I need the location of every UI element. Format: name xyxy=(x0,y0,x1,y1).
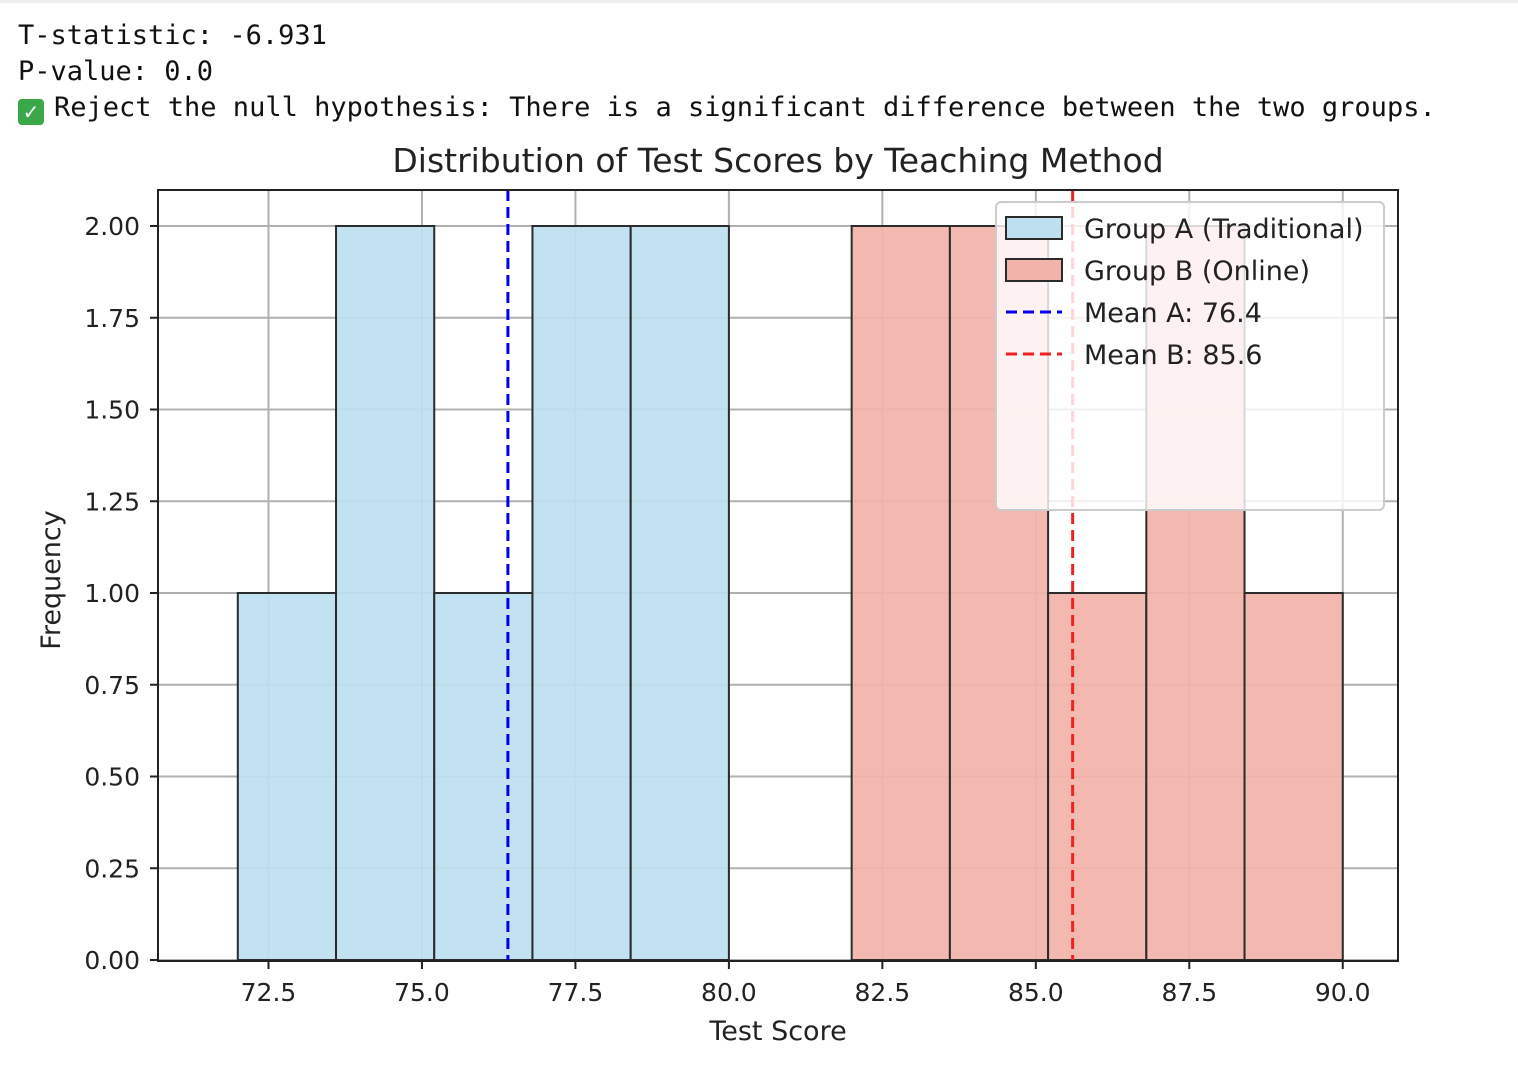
group-b-bar xyxy=(1047,592,1148,961)
chart-title: Distribution of Test Scores by Teaching … xyxy=(392,141,1163,180)
legend-label-group-a: Group A (Traditional) xyxy=(1084,214,1363,245)
check-mark-icon: ✓ xyxy=(18,99,44,125)
legend-box xyxy=(995,201,1385,511)
y-tick-label: 0.50 xyxy=(84,763,140,792)
group-b-bar xyxy=(1243,592,1344,961)
x-tick-label: 82.5 xyxy=(855,978,911,1007)
group-a-bar xyxy=(629,225,730,961)
group-a-bar xyxy=(236,592,338,961)
y-tick-label: 2.00 xyxy=(84,212,140,241)
y-tick-label: 0.75 xyxy=(84,671,140,700)
x-tick-label: 85.0 xyxy=(1008,978,1064,1007)
x-tick-label: 77.5 xyxy=(548,978,604,1007)
result-text: Reject the null hypothesis: There is a s… xyxy=(54,92,1436,123)
group-a-bar xyxy=(433,592,534,961)
x-tick-label: 90.0 xyxy=(1315,978,1371,1007)
p-value-line: P-value: 0.0 xyxy=(18,56,214,87)
y-tick-label: 1.50 xyxy=(84,396,140,425)
console-output: T-statistic: -6.931 P-value: 0.0 ✓ Reject t… xyxy=(18,18,1436,126)
histogram-chart: Distribution of Test Scores by Teaching … xyxy=(36,141,1399,1047)
group-a-bar xyxy=(335,225,436,961)
group-b-bar xyxy=(850,225,951,961)
legend-label-group-b: Group B (Online) xyxy=(1084,256,1310,287)
x-tick-label: 72.5 xyxy=(241,978,297,1007)
x-axis-label: Test Score xyxy=(708,1016,846,1047)
y-axis-label: Frequency xyxy=(36,510,67,650)
y-tick-label: 0.00 xyxy=(84,946,140,975)
plot-frame xyxy=(157,189,1399,962)
y-tick-label: 1.00 xyxy=(84,579,140,608)
top-border xyxy=(0,0,1518,3)
x-tick-label: 75.0 xyxy=(394,978,450,1007)
legend-swatch-group-b xyxy=(1005,258,1063,282)
legend-label-mean-a: Mean A: 76.4 xyxy=(1084,298,1262,329)
legend-swatch-group-a xyxy=(1005,216,1063,240)
legend: Group A (Traditional) Group B (Online) Mea… xyxy=(995,201,1385,511)
axis-ticks: 72.5 75.0 77.5 80.0 82.5 85.0 87.5 90.0 0.00 0.25… xyxy=(84,212,1370,1007)
y-tick-label: 1.75 xyxy=(84,304,140,333)
y-tick-label: 0.25 xyxy=(84,854,140,883)
y-tick-label: 1.25 xyxy=(84,487,140,516)
t-statistic-line: T-statistic: -6.931 xyxy=(18,20,327,51)
histogram-bars xyxy=(236,225,1344,961)
x-tick-label: 87.5 xyxy=(1161,978,1217,1007)
legend-label-mean-b: Mean B: 85.6 xyxy=(1084,340,1262,371)
result-line: ✓ Reject the null hypothesis: There is a … xyxy=(18,90,1436,126)
x-tick-label: 80.0 xyxy=(701,978,757,1007)
group-a-bar xyxy=(531,225,632,961)
